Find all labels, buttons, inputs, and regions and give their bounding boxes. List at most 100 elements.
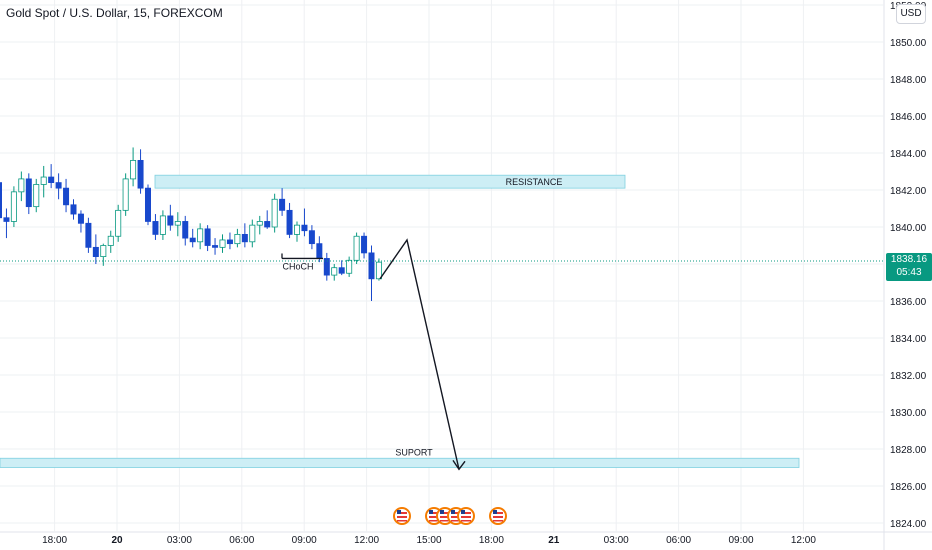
last-price-value: 1838.16 [890,254,928,265]
price-tick-label: 1844.00 [890,149,927,160]
candle-body [55,182,62,189]
candle-body [286,209,293,235]
candle-body [40,176,47,185]
candle-body [63,187,70,206]
price-tick-label: 1836.00 [890,297,927,308]
candle-body [167,215,174,226]
drawing-layer: CHoCH [281,238,466,471]
candle-body [353,235,360,261]
time-tick-label: 09:00 [292,535,317,546]
candle-body [301,224,308,232]
candle-body [33,184,40,208]
bar-countdown: 05:43 [896,267,922,278]
flag-canton [451,510,455,514]
flag-stripe [451,520,461,522]
candle-body [241,233,248,243]
price-tick-label: 1824.00 [890,519,927,530]
candle-body [174,221,181,226]
candle-body [130,159,137,180]
candle-body [249,224,256,243]
flag-stripe [461,512,471,514]
candle-body [361,235,368,254]
time-tick-label: 18:00 [479,535,504,546]
candle-body [0,182,2,219]
candle-body [100,245,107,257]
flag-canton [493,510,497,514]
candle-body [256,221,263,226]
candle-body [271,198,278,228]
candle-body [10,191,17,222]
candle-body [323,258,330,276]
flag-stripe [397,512,407,514]
price-tick-label: 1848.00 [890,75,927,86]
candle-body [293,224,300,235]
candle-body [115,209,122,237]
economic-events [393,507,507,525]
choch-label: CHoCH [282,261,313,271]
flag-stripe [461,516,471,518]
us-flag-icon [489,507,507,525]
us-flag-icon [457,507,475,525]
candle-body [338,267,345,274]
candle-body [331,267,338,276]
projection-arrowhead [452,459,466,471]
last-price-tag: 1838.16 05:43 [886,253,932,281]
price-tick-label: 1832.00 [890,371,927,382]
time-tick-label: 18:00 [42,535,67,546]
candle-body [308,230,315,245]
candle-body [212,245,219,248]
flag-stripe [429,520,439,522]
currency-badge[interactable]: USD [896,4,926,24]
flag-stripe [451,516,461,518]
price-tick-label: 1826.00 [890,482,927,493]
resistance-zone [154,174,626,189]
time-tick-label: 12:00 [354,535,379,546]
price-tick-label: 1830.00 [890,408,927,419]
flag-stripe [397,520,407,522]
flag-canton [440,510,444,514]
candle-body [122,178,129,211]
price-tick-label: 1850.00 [890,38,927,49]
flag-stripe [440,520,450,522]
candle-body [182,221,189,239]
candle-body [70,204,77,215]
candle-body [18,178,25,193]
flag-stripe [461,520,471,522]
candle-body [226,239,233,245]
flag-stripe [440,512,450,514]
time-tick-label: 06:00 [229,535,254,546]
symbol-title[interactable]: Gold Spot / U.S. Dollar, 15, FOREXCOM [6,6,223,20]
flag-stripe [493,512,503,514]
candle-body [375,261,382,280]
price-tick-label: 1846.00 [890,112,927,123]
support-zone [0,457,800,468]
candle-body [48,176,55,184]
flag-canton [397,510,401,514]
candle-body [316,243,323,259]
resistance-label: RESISTANCE [506,177,563,187]
zone-layer: RESISTANCE SUPORT [0,174,800,468]
time-tick-label: 03:00 [167,535,192,546]
time-axis[interactable]: 18:00 20 03:00 06:00 09:00 12:00 15:00 18:00 21 0… [42,535,816,546]
flag-stripe [451,512,461,514]
candle-body [144,187,151,222]
price-tick-label: 1840.00 [890,223,927,234]
candle-body [77,213,84,224]
candle-body [219,239,226,248]
flag-stripe [397,516,407,518]
candle-body [234,233,241,245]
flag-canton [461,510,465,514]
candle-body [159,215,166,235]
price-tick-label: 1842.00 [890,186,927,197]
candle-body [3,217,10,222]
candle-body [189,237,196,243]
price-tick-label: 1828.00 [890,445,927,456]
time-tick-label: 09:00 [728,535,753,546]
candle-body [152,221,159,235]
us-flag-icon [393,507,411,525]
candle-layer [0,147,884,301]
candle-body [197,228,204,243]
time-tick-label: 15:00 [416,535,441,546]
candle-body [107,235,114,246]
